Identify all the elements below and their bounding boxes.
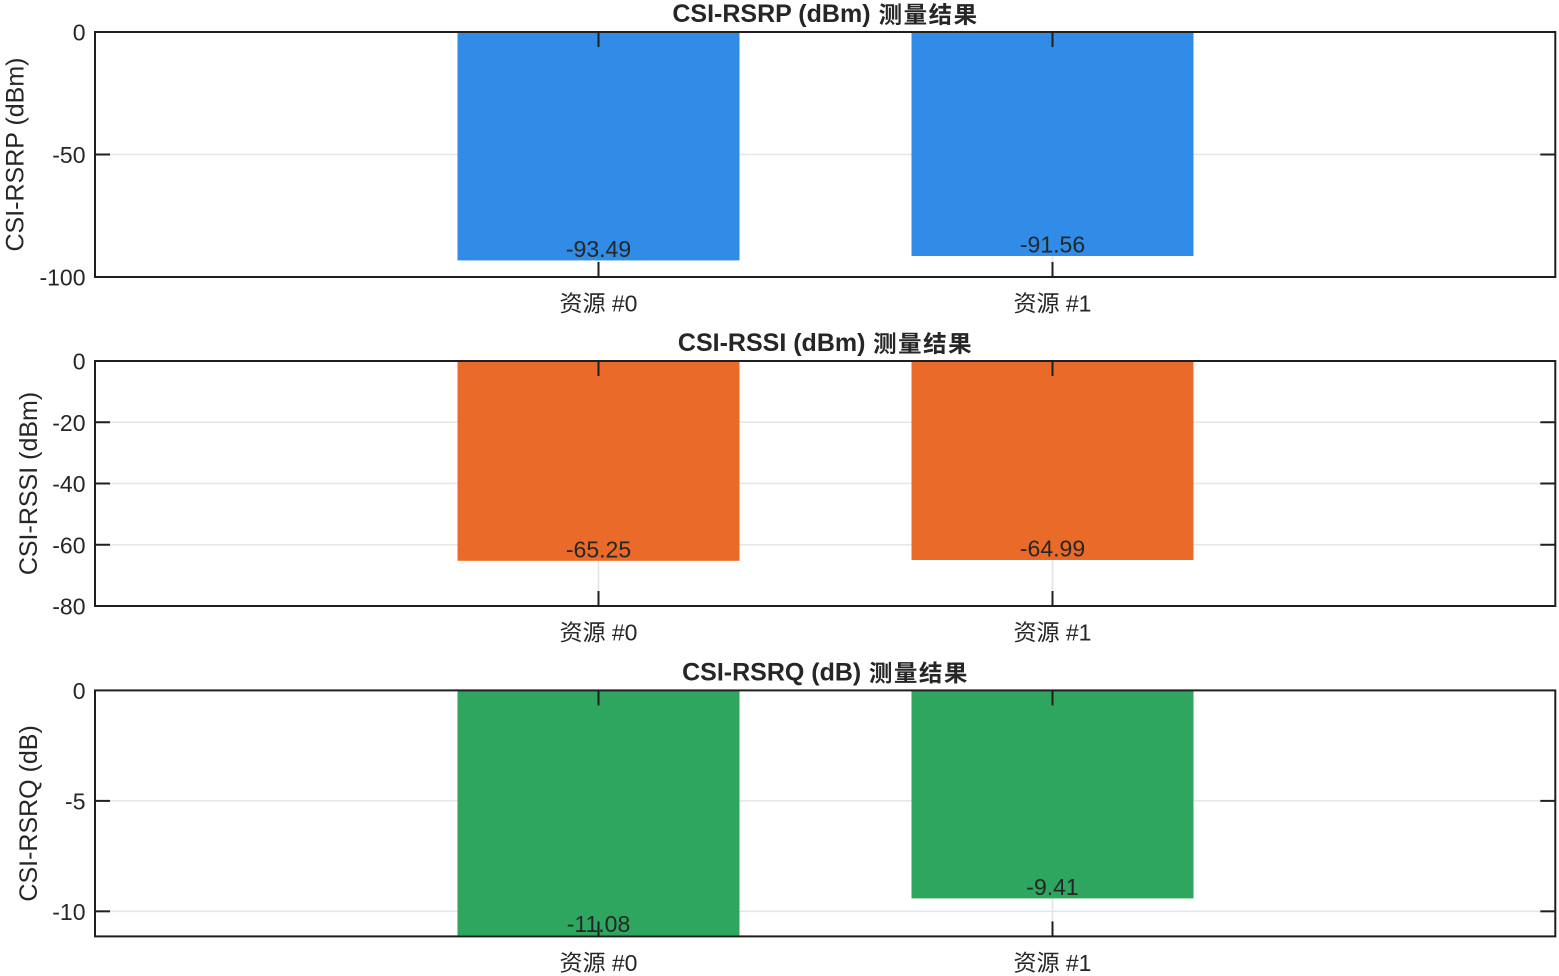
svg-text:#1: #1	[1066, 950, 1092, 976]
svg-text:-91.56: -91.56	[1020, 232, 1085, 258]
svg-text:#0: #0	[612, 950, 638, 976]
svg-text:#0: #0	[612, 620, 638, 646]
svg-text:-11.08: -11.08	[567, 911, 631, 937]
svg-text:-50: -50	[52, 142, 85, 168]
svg-text:-9.41: -9.41	[1026, 874, 1078, 900]
svg-text:-10: -10	[52, 899, 85, 925]
svg-text:-20: -20	[52, 410, 85, 436]
svg-text:-80: -80	[52, 594, 85, 620]
svg-text:CSI-RSRP (dBm): CSI-RSRP (dBm)	[2, 57, 30, 251]
svg-text:#0: #0	[612, 291, 638, 317]
svg-text:CSI-RSRQ (dB): CSI-RSRQ (dB)	[15, 725, 43, 901]
svg-text:-100: -100	[39, 265, 85, 291]
svg-text:#1: #1	[1066, 291, 1092, 317]
svg-text:-93.49: -93.49	[566, 236, 631, 262]
svg-text:CSI-RSRP (dBm): CSI-RSRP (dBm)	[672, 0, 870, 28]
svg-text:-64.99: -64.99	[1020, 536, 1085, 562]
svg-text:-5: -5	[65, 788, 85, 814]
svg-text:-60: -60	[52, 532, 85, 558]
svg-text:0: 0	[73, 678, 86, 704]
svg-text:0: 0	[73, 349, 86, 375]
svg-text:CSI-RSSI (dBm): CSI-RSSI (dBm)	[15, 392, 43, 575]
svg-text:CSI-RSSI (dBm): CSI-RSSI (dBm)	[678, 329, 866, 357]
svg-text:-40: -40	[52, 471, 85, 497]
svg-text:0: 0	[73, 20, 86, 46]
svg-text:-65.25: -65.25	[566, 536, 631, 562]
svg-text:#1: #1	[1066, 620, 1092, 646]
svg-text:CSI-RSRQ (dB): CSI-RSRQ (dB)	[682, 658, 861, 686]
